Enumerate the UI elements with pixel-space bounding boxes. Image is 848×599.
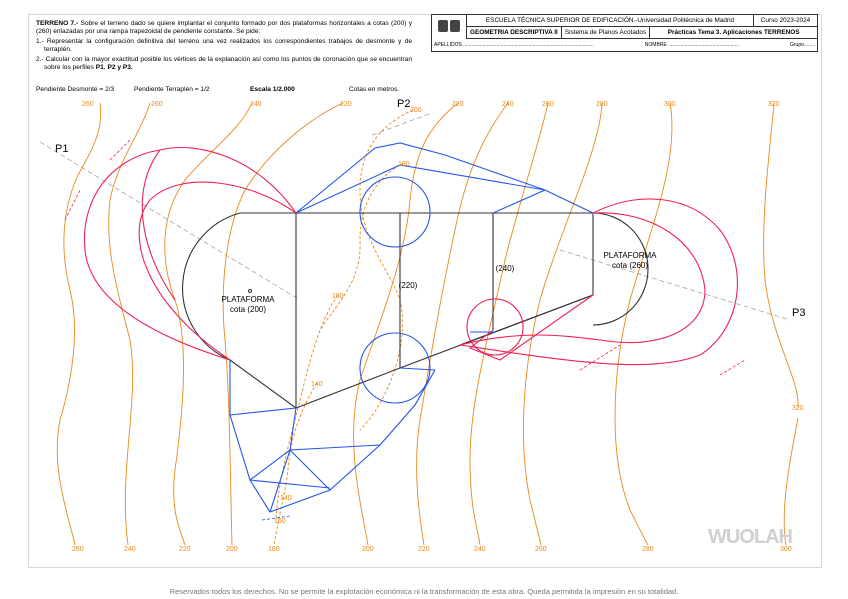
grupo-field[interactable]: Grupo........ (789, 42, 815, 48)
footer-notice: Reservados todos los derechos. No se per… (169, 587, 679, 596)
platform2-cota: cota (260) (612, 261, 648, 270)
contour-label: 220 (340, 101, 352, 108)
contour-label: 320 (768, 101, 780, 108)
contour-label: 220 (179, 546, 191, 553)
sep: , (103, 64, 108, 71)
contour-label: 200 (226, 546, 238, 553)
platforms-and-ramp (182, 212, 649, 409)
slope-terraplen: Pendiente Terraplén = 1/2 (134, 86, 210, 93)
contour-label: 240 (502, 101, 514, 108)
profile-p1: P1 (55, 143, 68, 155)
ramp-cota-240: (240) (496, 264, 515, 273)
contour-labels: 260 260 240 220 200 220 240 260 280 300 … (72, 101, 804, 553)
desmonte-lines (229, 142, 594, 513)
platform1-label: PLATAFORMA (221, 295, 275, 304)
contour-label: 280 (642, 546, 654, 553)
contour-label: 320 (792, 405, 804, 412)
contour-label: 300 (664, 101, 676, 108)
drawing-sheet (28, 14, 822, 568)
contour-label: 260 (72, 546, 84, 553)
apellidos-field[interactable]: APELLIDOS ..............................… (434, 42, 594, 48)
terraplen-lines (83, 146, 738, 366)
problem-statement: TERRENO 7.- Sobre el terreno dado se qui… (36, 20, 412, 74)
nombre-field[interactable]: NOMBRE .................................… (644, 42, 739, 48)
intro-text: Sobre el terreno dado se quiere implanta… (36, 20, 412, 35)
platform-labels: PLATAFORMA cota (200) PLATAFORMA cota (2… (221, 251, 657, 314)
units: Cotas en metros. (349, 86, 400, 93)
contour-label: 260 (151, 101, 163, 108)
contour-label: 220 (452, 101, 464, 108)
profile-marks (64, 139, 746, 376)
contour-label: 220 (418, 546, 430, 553)
exercise-title: TERRENO 7.- (36, 20, 79, 27)
contour-label: 260 (82, 101, 94, 108)
university-logo (432, 15, 467, 37)
scale: Escala 1/2.000 (250, 86, 295, 93)
practice: Prácticas Tema 3. Aplicaciones TERRENOS (649, 27, 817, 38)
contour-label: 180 (268, 546, 280, 553)
contour-label: 140 (280, 495, 292, 502)
platform2-label: PLATAFORMA (603, 251, 657, 260)
contour-label: 280 (596, 101, 608, 108)
contour-lines (56, 102, 799, 546)
contour-label: 260 (535, 546, 547, 553)
profile-p3: P3 (792, 307, 805, 319)
contour-label: 240 (124, 546, 136, 553)
slope-desmonte: Pendiente Desmonte = 2/3 (36, 86, 115, 93)
task-2-text: 2.- Calcular con la mayor exactitud posi… (36, 56, 412, 71)
title-block: ESCUELA TÉCNICA SUPERIOR DE EDIFICACIÓN.… (431, 14, 818, 52)
task-2: 2.- Calcular con la mayor exactitud posi… (36, 56, 412, 72)
contour-label: 200 (410, 107, 422, 114)
contour-label: 240 (474, 546, 486, 553)
watermark-logo: WUOLAH (708, 526, 793, 548)
contour-label: 200 (362, 546, 374, 553)
p1-ref: P1 (95, 64, 104, 71)
contour-label: 260 (542, 101, 554, 108)
platform1-center (248, 289, 252, 293)
profile-lines (39, 112, 791, 321)
platform1-cota: cota (200) (230, 305, 266, 314)
contour-label: 300 (780, 546, 792, 553)
contour-label: 160 (274, 518, 286, 525)
contour-label: 180 (332, 293, 344, 300)
profile-p2: P2 (397, 98, 410, 110)
contour-label: 240 (250, 101, 262, 108)
contour-label: 180 (398, 161, 410, 168)
p2-p3-ref: P2 y P3. (107, 64, 133, 71)
profile-labels: P1 P2 P3 (55, 98, 805, 319)
contour-label: 140 (311, 381, 323, 388)
course: Curso 2023-2024 (753, 15, 817, 26)
system: Sistema de Planos Acotados (560, 27, 649, 38)
ramp-cota-220: (220) (399, 281, 418, 290)
task-1: 1.- Representar la configuración definit… (36, 38, 412, 53)
